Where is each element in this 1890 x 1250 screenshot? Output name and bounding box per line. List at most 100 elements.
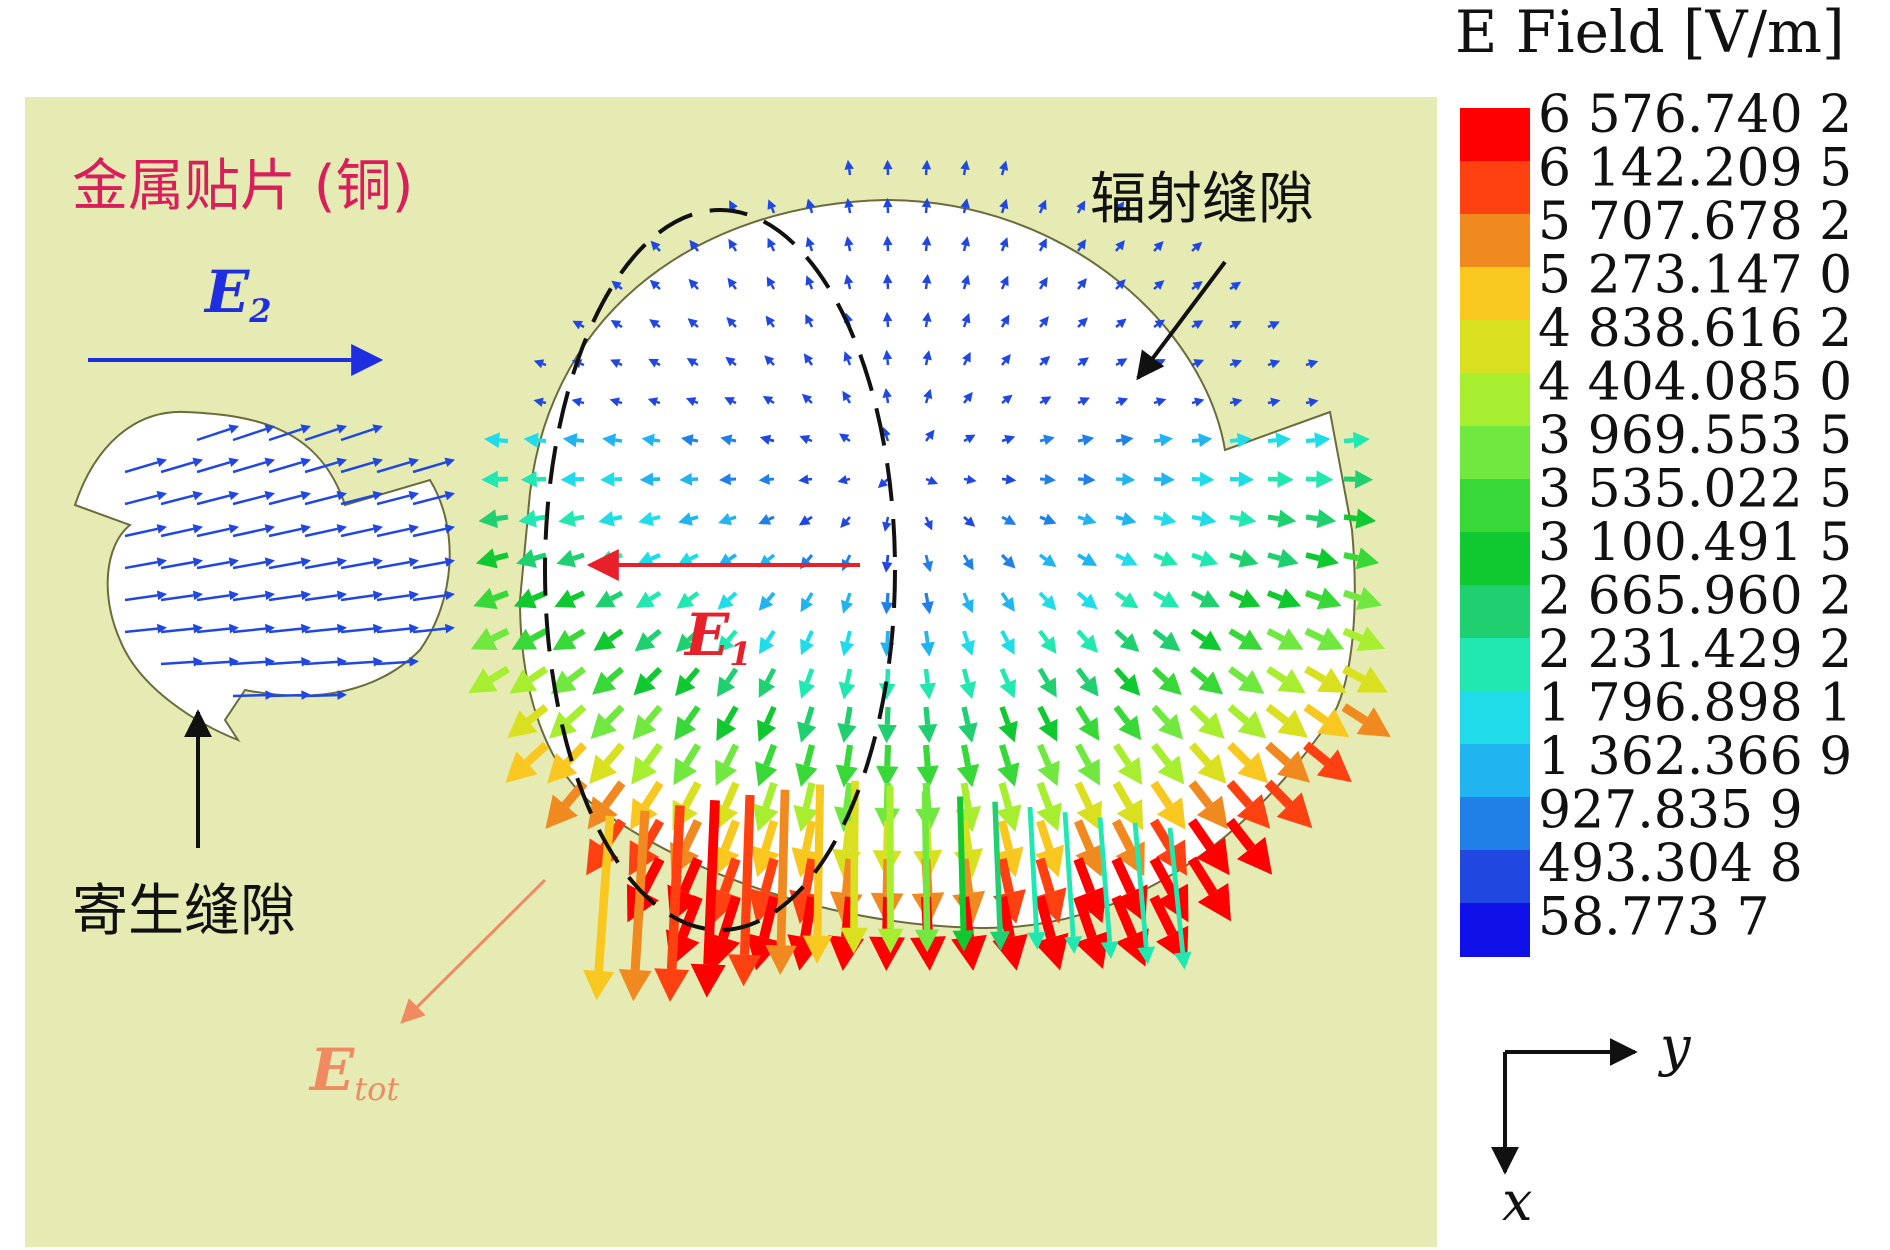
field-vector-head bbox=[727, 954, 762, 987]
field-vector-head bbox=[264, 490, 275, 501]
field-vector bbox=[1265, 741, 1291, 766]
field-vector bbox=[494, 552, 509, 562]
legend-value: 4 404.085 0 bbox=[1538, 353, 1852, 413]
field-vector-head bbox=[1000, 637, 1015, 655]
field-vector bbox=[1062, 812, 1076, 937]
field-vector bbox=[885, 630, 890, 643]
field-vector bbox=[1153, 246, 1158, 252]
field-vector bbox=[1115, 362, 1120, 367]
field-vector-head bbox=[801, 393, 813, 404]
field-vector bbox=[527, 666, 548, 683]
field-vector-head bbox=[1316, 470, 1334, 489]
field-vector-head bbox=[1116, 318, 1127, 329]
field-vector bbox=[268, 461, 303, 474]
field-vector bbox=[1000, 322, 1006, 328]
field-vector-head bbox=[408, 557, 419, 567]
radiating-slot-label: 辐射缝隙 bbox=[1090, 167, 1314, 232]
field-vector bbox=[770, 361, 775, 366]
field-vector-head bbox=[337, 690, 347, 700]
field-vector-head bbox=[997, 762, 1020, 787]
field-vector-head bbox=[882, 521, 892, 532]
field-vector bbox=[764, 705, 777, 725]
field-vector-head bbox=[718, 473, 732, 486]
field-vector bbox=[160, 560, 194, 570]
field-vector bbox=[845, 554, 852, 562]
field-vector-head bbox=[1159, 591, 1180, 608]
field-vector-head bbox=[639, 472, 654, 487]
field-vector bbox=[924, 359, 929, 366]
field-vector-head bbox=[1160, 551, 1178, 567]
field-vector-head bbox=[1041, 595, 1057, 611]
field-vector bbox=[1115, 438, 1122, 443]
field-vector bbox=[196, 461, 231, 474]
field-vector-head bbox=[511, 628, 537, 650]
field-vector-head bbox=[228, 457, 239, 467]
field-vector bbox=[492, 590, 510, 602]
field-vector-head bbox=[1269, 359, 1281, 369]
field-vector-head bbox=[634, 632, 656, 652]
field-vector-head bbox=[610, 320, 622, 330]
field-vector bbox=[684, 705, 701, 725]
field-vector bbox=[1303, 741, 1331, 766]
field-vector-head bbox=[484, 432, 500, 449]
field-vector-head bbox=[300, 557, 311, 567]
field-vector bbox=[573, 514, 585, 521]
field-vector-head bbox=[1154, 319, 1166, 329]
field-vector bbox=[802, 782, 816, 809]
field-vector-head bbox=[839, 640, 855, 657]
field-vector-head bbox=[999, 275, 1009, 287]
field-vector bbox=[340, 594, 374, 602]
colorbar-segment bbox=[1460, 479, 1530, 533]
field-vector bbox=[196, 594, 230, 602]
field-vector bbox=[1001, 438, 1007, 443]
field-vector bbox=[499, 438, 509, 444]
field-vector-head bbox=[1002, 394, 1013, 405]
field-vector-head bbox=[956, 763, 980, 788]
field-vector bbox=[846, 477, 851, 481]
field-vector bbox=[580, 400, 585, 405]
field-vector bbox=[800, 896, 817, 939]
field-vector-head bbox=[589, 754, 618, 784]
field-vector bbox=[703, 800, 720, 965]
field-vector bbox=[1115, 246, 1120, 252]
field-vector-head bbox=[798, 515, 811, 526]
field-vector-head bbox=[444, 490, 455, 501]
field-vector-head bbox=[995, 804, 1022, 832]
legend-value: 493.304 8 bbox=[1538, 834, 1803, 894]
field-vector-head bbox=[373, 657, 383, 667]
field-vector bbox=[998, 744, 1012, 767]
field-vector-head bbox=[999, 198, 1009, 210]
field-vector bbox=[678, 895, 703, 938]
field-vector bbox=[924, 321, 929, 328]
field-vector-head bbox=[1115, 279, 1126, 290]
field-vector bbox=[694, 361, 699, 367]
field-vector bbox=[1341, 703, 1368, 725]
field-vector-head bbox=[1074, 885, 1108, 924]
field-vector bbox=[160, 527, 194, 538]
field-vector-head bbox=[1236, 793, 1271, 829]
field-vector-head bbox=[805, 236, 815, 248]
field-vector bbox=[1153, 552, 1165, 561]
field-vector-head bbox=[228, 590, 239, 601]
field-vector-head bbox=[1238, 510, 1257, 528]
field-vector-head bbox=[264, 424, 275, 434]
field-vector-head bbox=[649, 279, 661, 290]
field-vector-head bbox=[762, 395, 774, 405]
field-vector-head bbox=[470, 627, 498, 651]
field-vector bbox=[1229, 514, 1241, 522]
field-vector-head bbox=[602, 433, 617, 447]
field-vector-head bbox=[372, 524, 383, 534]
field-vector-head bbox=[408, 490, 419, 501]
field-vector-head bbox=[1082, 512, 1097, 526]
field-vector-head bbox=[921, 273, 932, 284]
field-vector-head bbox=[767, 237, 777, 249]
field-vector bbox=[617, 285, 623, 290]
field-vector-head bbox=[716, 676, 736, 697]
field-vector bbox=[770, 245, 776, 252]
etot-label: Etot bbox=[308, 1036, 399, 1108]
field-vector bbox=[957, 796, 967, 931]
field-vector bbox=[1151, 666, 1169, 683]
field-vector-head bbox=[1080, 593, 1098, 610]
field-vector-head bbox=[718, 513, 733, 526]
legend-value: 1 796.898 1 bbox=[1538, 674, 1852, 734]
